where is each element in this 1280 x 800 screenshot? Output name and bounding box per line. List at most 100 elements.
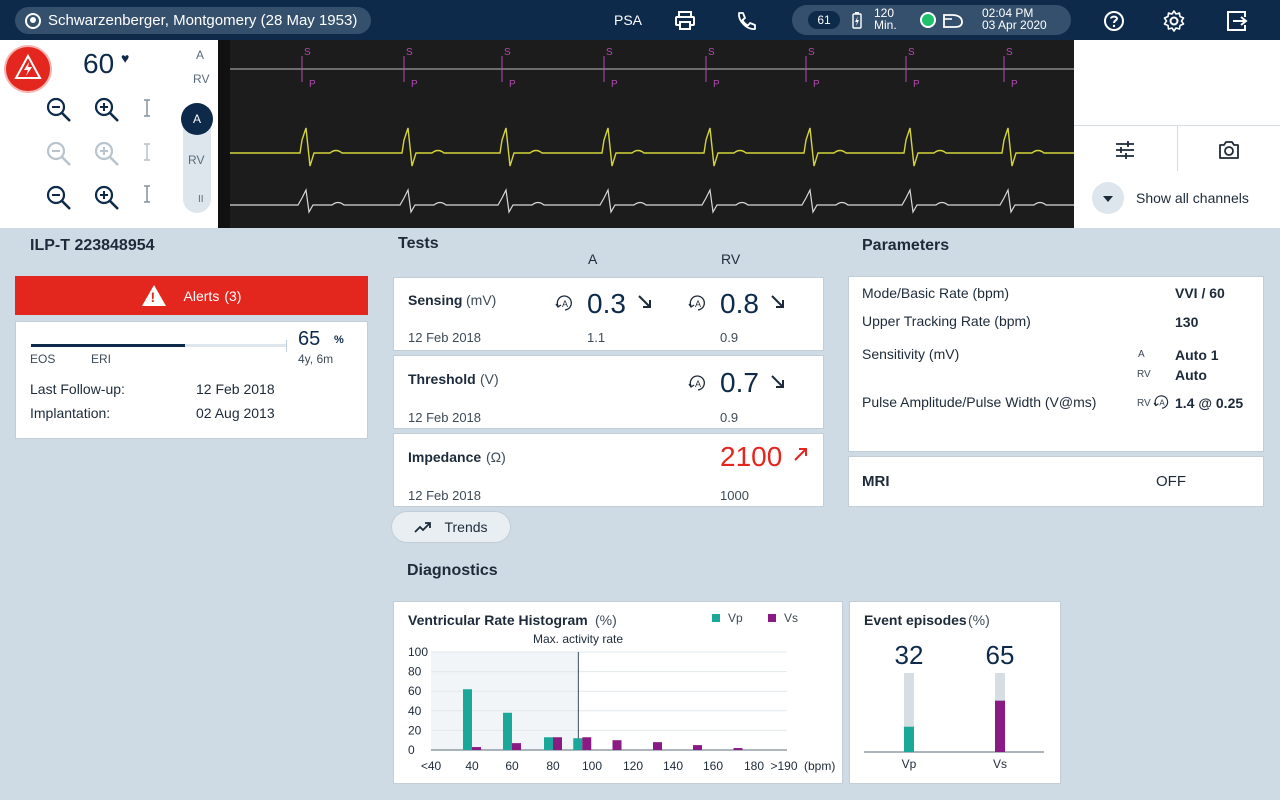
heart-icon: ♥: [121, 50, 130, 66]
print-icon[interactable]: [674, 10, 696, 32]
histogram-x-label: (bpm): [804, 759, 835, 773]
trends-button[interactable]: Trends: [391, 511, 511, 543]
ecg-marker-s: S: [908, 47, 915, 58]
alerts-count: (3): [224, 287, 242, 304]
pulse-amplitude-value: 1.4 @ 0.25: [1175, 395, 1244, 411]
upper-tracking-rate-label: Upper Tracking Rate (bpm): [862, 313, 1031, 329]
implantation-value: 02 Aug 2013: [196, 405, 275, 421]
heart-rate-value: 60: [83, 48, 115, 79]
histogram-y-tick: 20: [408, 723, 422, 737]
histogram-title: Ventricular Rate Histogram: [408, 612, 588, 628]
arrow-down-right-icon: [638, 295, 651, 308]
battery-card: EOS ERI 65 % 4y, 6m Last Follow-up: 12 F…: [15, 321, 368, 439]
eri-label: ERI: [91, 352, 112, 366]
histogram-bar-vs: [512, 743, 521, 750]
amplitude-icon[interactable]: [143, 98, 151, 118]
episodes-unit: (%): [968, 612, 990, 628]
histogram-y-tick: 0: [408, 743, 415, 757]
channel-toggle-rv[interactable]: RV: [188, 153, 205, 167]
histogram-bar-vp: [463, 689, 472, 750]
upper-tracking-rate-value: 130: [1175, 314, 1199, 330]
battery-bar-fill: [31, 344, 185, 347]
pulse-channel: RV: [1137, 398, 1151, 409]
user-icon: [25, 12, 41, 29]
ecg-waveforms: S P S P S P S P S P S P S P S P: [218, 40, 1074, 228]
episodes-title: Event episodes: [864, 612, 967, 628]
histogram-card[interactable]: Ventricular Rate Histogram (%) Vp Vs Max…: [393, 601, 843, 784]
ecg-marker-s: S: [1006, 47, 1013, 58]
status-badge: 61: [808, 11, 840, 29]
ecg-gutter: [218, 40, 230, 228]
mode-label[interactable]: PSA: [614, 12, 643, 28]
patient-pill[interactable]: Schwarzenberger, Montgomery (28 May 1953…: [15, 7, 371, 34]
mri-label: MRI: [862, 473, 890, 490]
episodes-bar-track: [904, 673, 914, 752]
phone-icon[interactable]: [735, 10, 757, 32]
eos-label: EOS: [30, 352, 56, 366]
ecg-marker-s: S: [606, 47, 613, 58]
filter-sliders-icon[interactable]: [1115, 140, 1135, 160]
svg-text:A: A: [562, 299, 568, 309]
parameters-title: Parameters: [862, 237, 950, 254]
histogram-y-tick: 80: [408, 665, 422, 679]
zoom-in-icon[interactable]: [94, 185, 120, 211]
zoom-in-icon[interactable]: [94, 141, 120, 167]
mode-basic-rate-label: Mode/Basic Rate (bpm): [862, 285, 1010, 301]
zoom-out-icon[interactable]: [46, 97, 72, 123]
camera-icon[interactable]: [1218, 140, 1240, 160]
alerts-button[interactable]: Alerts (3): [15, 276, 368, 315]
impedance-card[interactable]: Impedance (Ω) 2100 12 Feb 2018 1000: [393, 433, 824, 507]
ecg-marker-s: S: [406, 47, 413, 58]
histogram-x-tick: 80: [546, 759, 560, 773]
episodes-category-vp: Vp: [902, 757, 917, 771]
sensitivity-label: Sensitivity (mV): [862, 346, 960, 362]
histogram-bar-vs: [693, 745, 702, 750]
show-all-channels-button[interactable]: Show all channels: [1092, 182, 1249, 214]
alerts-label: Alerts: [183, 287, 220, 304]
zoom-out-icon[interactable]: [46, 141, 72, 167]
auto-measure-icon: A: [1153, 395, 1169, 409]
emergency-shock-button[interactable]: [6, 47, 50, 91]
zoom-in-icon[interactable]: [94, 97, 120, 123]
sensing-a-prev: 1.1: [587, 330, 606, 345]
patient-name: Schwarzenberger, Montgomery (28 May 1953…: [48, 12, 358, 29]
trends-label: Trends: [444, 519, 488, 535]
sensing-unit: (mV): [466, 292, 497, 308]
episodes-bar-vs: [995, 700, 1005, 752]
battery-percent-unit: %: [334, 334, 344, 346]
histogram-bar-vs: [553, 737, 562, 750]
ecg-marker-p: P: [411, 79, 418, 90]
histogram-bar-vp: [573, 738, 583, 750]
arrow-down-right-icon: [771, 295, 784, 308]
sensing-card[interactable]: Sensing (mV) A 0.3 A 0.8 12 Feb 2018 1.1…: [393, 277, 824, 351]
sensing-date: 12 Feb 2018: [408, 330, 482, 345]
amplitude-icon[interactable]: [143, 142, 151, 162]
settings-gear-icon[interactable]: [1163, 10, 1185, 32]
histogram-bar-vp: [544, 737, 553, 750]
histogram-bar-vs: [582, 737, 592, 750]
chevron-down-icon: [1092, 182, 1124, 214]
amplitude-icon[interactable]: [143, 184, 151, 204]
mri-card[interactable]: MRI OFF: [848, 456, 1264, 507]
zoom-out-icon[interactable]: [46, 185, 72, 211]
parameters-card[interactable]: Mode/Basic Rate (bpm) VVI / 60 Upper Tra…: [848, 276, 1264, 452]
channel-toggle[interactable]: A RV: [181, 103, 213, 213]
connection-status-icon: [920, 12, 936, 28]
episodes-card[interactable]: Event episodes (%) 32 Vp 65 Vs: [849, 601, 1061, 784]
histogram-x-tick: 140: [663, 759, 683, 773]
ecg-marker-p: P: [611, 79, 618, 90]
ecg-marker-p: P: [309, 79, 316, 90]
warning-icon: [141, 285, 166, 306]
sensing-rv-prev: 0.9: [720, 330, 739, 345]
threshold-label: Threshold: [408, 371, 476, 387]
help-icon[interactable]: [1103, 10, 1125, 32]
histogram-x-tick: >190: [770, 759, 797, 773]
sensing-label: Sensing: [408, 292, 463, 308]
episodes-bar-vp: [904, 726, 914, 752]
battery-value: 120: [874, 6, 895, 20]
sensing-a-value: 0.3: [587, 288, 626, 319]
exit-icon[interactable]: [1226, 10, 1248, 32]
threshold-card[interactable]: Threshold (V) A 0.7 12 Feb 2018 0.9: [393, 355, 824, 429]
legend-vp-swatch: [712, 614, 720, 622]
channel-toggle-a[interactable]: A: [181, 103, 213, 135]
